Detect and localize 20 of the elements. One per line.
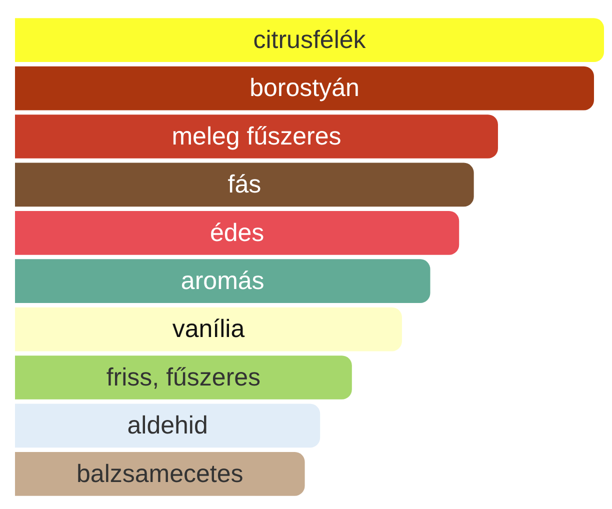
y-tick-label: aldehid (127, 412, 208, 440)
y-tick-label: friss, fűszeres (106, 363, 261, 392)
bar (15, 452, 305, 496)
bar (15, 114, 498, 158)
y-tick-label: balzsamecetes (76, 460, 244, 488)
y-tick-label: fás (228, 170, 262, 199)
bar (15, 162, 474, 207)
y-tick-label: vanília (172, 315, 245, 344)
y-tick-label: borostyán (250, 74, 360, 102)
bar (15, 66, 594, 110)
bar (15, 259, 430, 304)
y-tick-label: édes (210, 218, 264, 247)
y-tick-label: meleg fűszeres (172, 122, 342, 150)
bar (15, 210, 460, 255)
bar (15, 356, 352, 400)
y-tick-label: citrusfélék (253, 26, 366, 54)
y-tick-label: aromás (180, 266, 264, 295)
bar (15, 404, 320, 448)
bar (15, 307, 402, 352)
bar (15, 18, 604, 62)
